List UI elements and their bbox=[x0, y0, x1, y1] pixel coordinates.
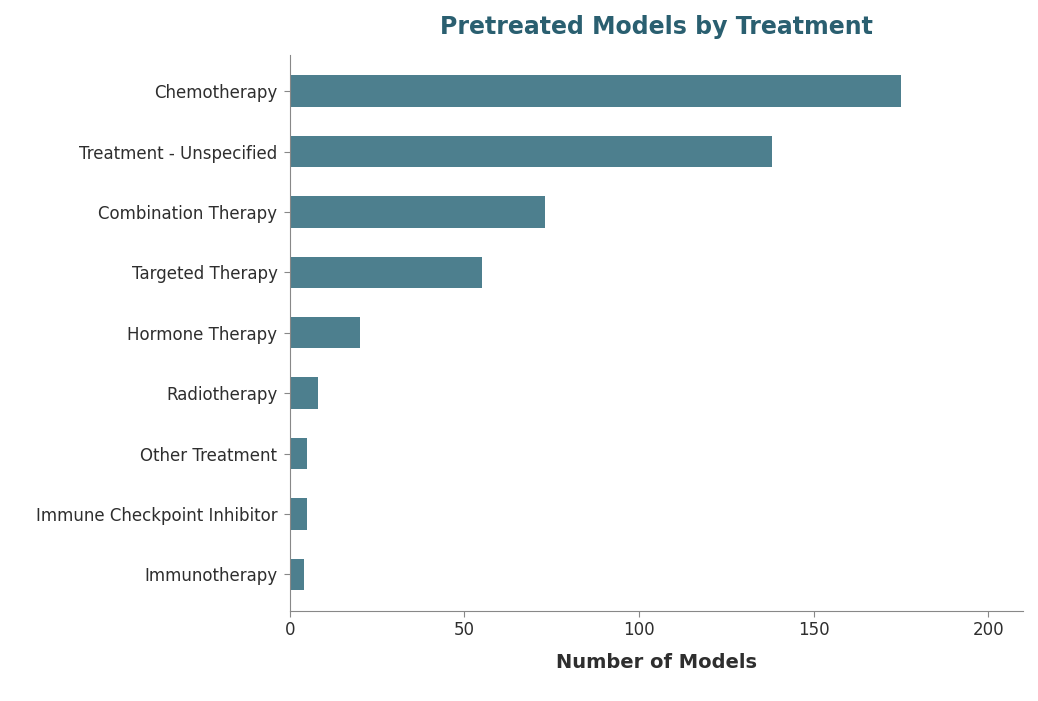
Bar bbox=[290, 257, 482, 288]
Bar bbox=[290, 76, 901, 107]
Bar bbox=[290, 196, 545, 228]
X-axis label: Number of Models: Number of Models bbox=[556, 653, 757, 672]
Bar bbox=[290, 377, 318, 409]
Bar bbox=[290, 438, 307, 469]
Bar bbox=[290, 136, 771, 168]
Bar bbox=[290, 498, 307, 530]
Title: Pretreated Models by Treatment: Pretreated Models by Treatment bbox=[440, 15, 873, 39]
Bar bbox=[290, 317, 360, 348]
Bar bbox=[290, 559, 304, 590]
